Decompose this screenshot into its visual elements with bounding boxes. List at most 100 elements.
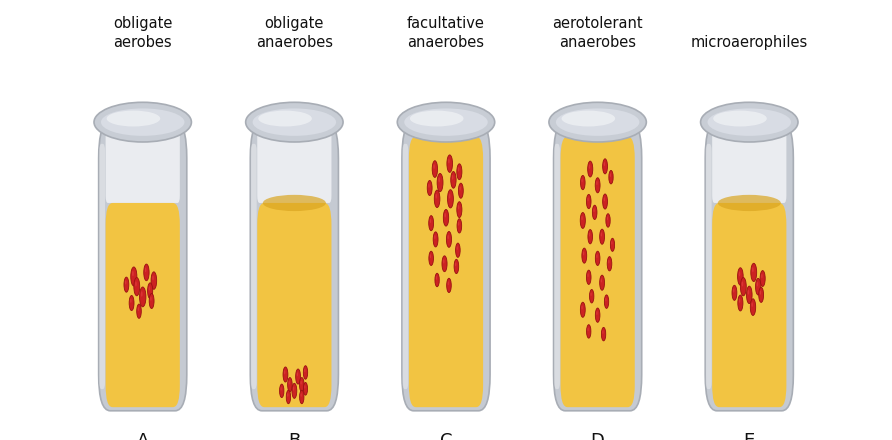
Circle shape	[738, 268, 743, 285]
Circle shape	[597, 254, 598, 258]
Ellipse shape	[263, 195, 326, 211]
Text: C: C	[440, 433, 452, 440]
Ellipse shape	[101, 108, 185, 136]
Circle shape	[581, 176, 585, 190]
Circle shape	[287, 393, 288, 397]
Circle shape	[434, 235, 435, 239]
Circle shape	[429, 216, 434, 231]
Ellipse shape	[714, 110, 767, 126]
Circle shape	[149, 293, 154, 308]
Circle shape	[447, 155, 452, 172]
Circle shape	[606, 298, 607, 301]
Circle shape	[287, 378, 293, 392]
Circle shape	[599, 229, 605, 244]
Circle shape	[588, 161, 593, 177]
Circle shape	[588, 230, 592, 244]
Circle shape	[444, 213, 446, 218]
Ellipse shape	[259, 110, 312, 126]
Circle shape	[280, 387, 282, 391]
Circle shape	[610, 173, 611, 177]
Circle shape	[597, 311, 598, 315]
Circle shape	[459, 186, 461, 191]
Circle shape	[740, 278, 747, 296]
FancyBboxPatch shape	[105, 126, 180, 203]
Circle shape	[443, 259, 444, 264]
Circle shape	[759, 287, 764, 302]
Circle shape	[134, 278, 140, 296]
Circle shape	[605, 295, 608, 308]
Text: facultative
anaerobes: facultative anaerobes	[407, 16, 485, 50]
Circle shape	[286, 390, 291, 404]
Circle shape	[602, 330, 604, 334]
Circle shape	[304, 385, 305, 389]
Circle shape	[300, 378, 304, 392]
FancyBboxPatch shape	[554, 122, 641, 411]
Circle shape	[149, 286, 150, 290]
Circle shape	[604, 197, 605, 202]
Circle shape	[733, 289, 734, 293]
Circle shape	[747, 286, 752, 304]
Circle shape	[760, 290, 761, 295]
Circle shape	[139, 287, 146, 307]
Circle shape	[442, 256, 447, 271]
FancyBboxPatch shape	[99, 122, 186, 411]
FancyBboxPatch shape	[251, 144, 257, 389]
Circle shape	[136, 304, 141, 318]
FancyBboxPatch shape	[257, 126, 332, 203]
FancyBboxPatch shape	[560, 136, 635, 407]
Circle shape	[137, 307, 139, 311]
Circle shape	[582, 248, 587, 263]
Circle shape	[761, 274, 763, 279]
Text: microaerophiles: microaerophiles	[690, 35, 808, 50]
Circle shape	[595, 178, 600, 193]
Circle shape	[448, 158, 450, 164]
Circle shape	[458, 183, 463, 198]
Ellipse shape	[252, 108, 336, 136]
Ellipse shape	[107, 110, 161, 126]
Circle shape	[435, 273, 439, 287]
Circle shape	[603, 194, 607, 209]
Circle shape	[457, 164, 462, 180]
Circle shape	[609, 170, 613, 184]
Circle shape	[303, 366, 308, 379]
Circle shape	[438, 177, 440, 183]
Circle shape	[751, 302, 753, 307]
Circle shape	[124, 277, 128, 292]
Circle shape	[434, 190, 440, 208]
Circle shape	[279, 384, 284, 398]
Circle shape	[430, 219, 431, 223]
Circle shape	[449, 194, 450, 198]
Ellipse shape	[549, 102, 647, 142]
Circle shape	[130, 299, 131, 303]
Circle shape	[456, 243, 460, 257]
Text: D: D	[591, 433, 605, 440]
Circle shape	[131, 267, 136, 286]
Ellipse shape	[94, 102, 192, 142]
Ellipse shape	[700, 102, 798, 142]
Text: aerotolerant
anaerobes: aerotolerant anaerobes	[552, 16, 643, 50]
Circle shape	[588, 327, 589, 331]
Circle shape	[151, 272, 157, 289]
Circle shape	[457, 246, 458, 250]
Ellipse shape	[404, 108, 488, 136]
Circle shape	[443, 209, 449, 226]
Circle shape	[608, 260, 609, 264]
Circle shape	[595, 308, 600, 323]
Circle shape	[150, 297, 152, 301]
Circle shape	[752, 267, 754, 272]
Circle shape	[452, 175, 453, 180]
Circle shape	[448, 235, 449, 239]
Ellipse shape	[397, 102, 495, 142]
Circle shape	[135, 282, 136, 286]
Circle shape	[756, 279, 761, 295]
Circle shape	[747, 290, 749, 295]
Circle shape	[732, 285, 737, 301]
Circle shape	[446, 231, 451, 247]
FancyBboxPatch shape	[409, 126, 483, 136]
Circle shape	[125, 280, 127, 285]
Circle shape	[610, 238, 615, 251]
Circle shape	[756, 282, 758, 286]
Circle shape	[588, 273, 589, 277]
Circle shape	[458, 205, 459, 209]
Circle shape	[738, 295, 743, 311]
